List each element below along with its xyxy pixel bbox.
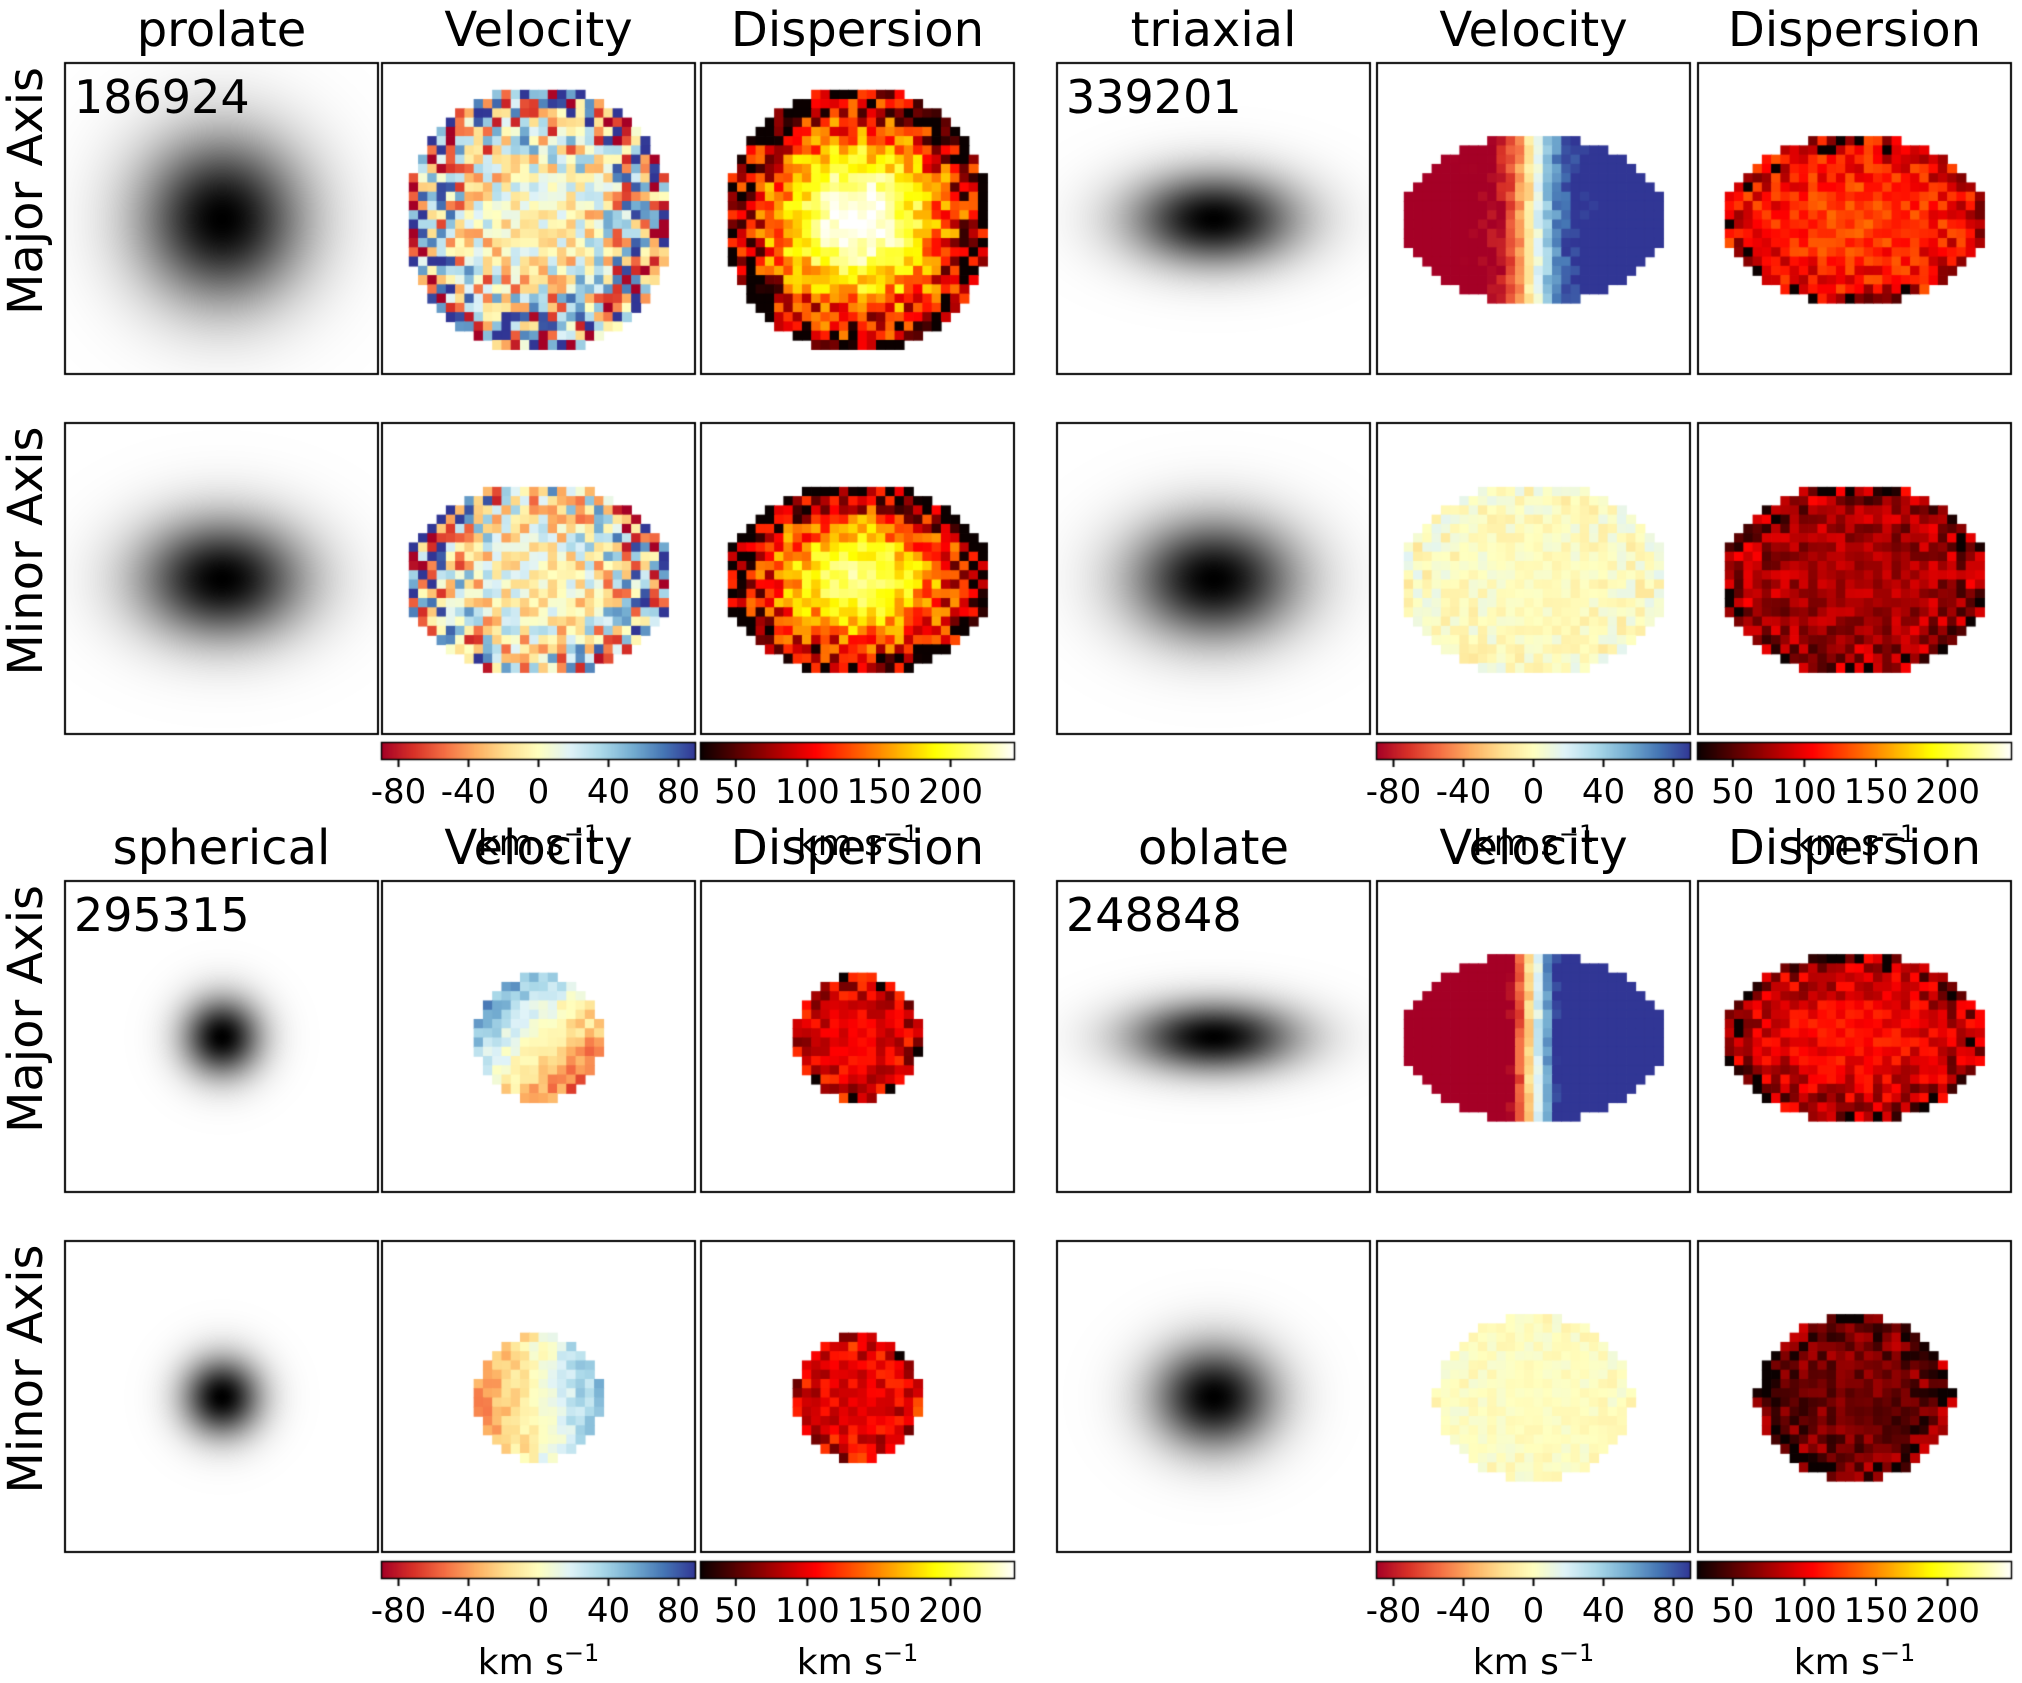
- unit-exponent: −1: [563, 820, 600, 848]
- unit-base: km s: [1793, 1642, 1880, 1683]
- dispersion-colorbar-unit: km s−1: [797, 1639, 919, 1683]
- dispersion-colorbar-unit: km s−1: [1794, 1639, 1916, 1683]
- velocity-colorbar-tick: 40: [586, 1591, 631, 1631]
- velocity-colorbar-tick: 0: [527, 1591, 550, 1631]
- velocity-colorbar-tick: 0: [1522, 1591, 1545, 1631]
- unit-base: km s: [477, 1642, 564, 1683]
- dispersion-colorbar-tick: 100: [774, 1591, 840, 1631]
- velocity-colorbar-tick: -80: [1365, 1591, 1422, 1631]
- column-title-velocity: Velocity: [1439, 820, 1628, 876]
- unit-exponent: −1: [882, 1639, 919, 1667]
- column-title-triaxial: triaxial: [1130, 2, 1297, 58]
- column-title-spherical: spherical: [112, 820, 331, 876]
- row-label-minor-axis: Minor Axis: [0, 1243, 54, 1494]
- dispersion-colorbar-tick: 50: [1711, 1591, 1755, 1631]
- object-id-label: 295315: [74, 888, 250, 942]
- velocity-colorbar-tick: 40: [1581, 1591, 1626, 1631]
- dispersion-colorbar-tick: 150: [1843, 1591, 1909, 1631]
- unit-base: km s: [1793, 823, 1880, 864]
- object-id-label: 186924: [74, 70, 250, 124]
- velocity-colorbar-tick: 40: [1581, 772, 1626, 812]
- velocity-colorbar-tick: -40: [440, 1591, 497, 1631]
- column-title-dispersion: Dispersion: [730, 820, 985, 876]
- velocity-colorbar-tick: 0: [1522, 772, 1545, 812]
- column-title-prolate: prolate: [136, 2, 307, 58]
- dispersion-colorbar-tick: 50: [1711, 772, 1755, 812]
- velocity-colorbar-tick: 40: [586, 772, 631, 812]
- velocity-colorbar-unit: km s−1: [1473, 820, 1595, 864]
- column-title-dispersion: Dispersion: [1727, 2, 1982, 58]
- dispersion-colorbar-tick: 150: [846, 1591, 912, 1631]
- velocity-colorbar-tick: -80: [370, 772, 427, 812]
- velocity-colorbar-tick: -40: [1435, 1591, 1492, 1631]
- velocity-colorbar-tick: 80: [656, 1591, 701, 1631]
- unit-base: km s: [796, 823, 883, 864]
- unit-base: km s: [1472, 823, 1559, 864]
- velocity-colorbar-tick: 80: [656, 772, 701, 812]
- unit-exponent: −1: [882, 820, 919, 848]
- velocity-colorbar-tick: -80: [1365, 772, 1422, 812]
- column-title-velocity: Velocity: [444, 2, 633, 58]
- dispersion-colorbar-tick: 200: [1915, 772, 1981, 812]
- column-title-oblate: oblate: [1138, 820, 1289, 876]
- velocity-colorbar-tick: -80: [370, 1591, 427, 1631]
- unit-exponent: −1: [1558, 1639, 1595, 1667]
- velocity-colorbar-tick: -40: [1435, 772, 1492, 812]
- dispersion-colorbar-tick: 150: [1843, 772, 1909, 812]
- dispersion-colorbar-tick: 100: [774, 772, 840, 812]
- unit-exponent: −1: [563, 1639, 600, 1667]
- velocity-colorbar-unit: km s−1: [1473, 1639, 1595, 1683]
- velocity-colorbar-tick: 0: [527, 772, 550, 812]
- unit-base: km s: [796, 1642, 883, 1683]
- column-title-velocity: Velocity: [444, 820, 633, 876]
- unit-base: km s: [1472, 1642, 1559, 1683]
- unit-exponent: −1: [1879, 820, 1916, 848]
- object-id-label: 248848: [1066, 888, 1242, 942]
- dispersion-colorbar-tick: 100: [1771, 1591, 1837, 1631]
- velocity-colorbar-unit: km s−1: [478, 1639, 600, 1683]
- object-id-label: 339201: [1066, 70, 1242, 124]
- row-label-major-axis: Major Axis: [0, 884, 54, 1133]
- dispersion-colorbar-tick: 100: [1771, 772, 1837, 812]
- unit-exponent: −1: [1558, 820, 1595, 848]
- dispersion-colorbar-tick: 50: [714, 1591, 758, 1631]
- dispersion-colorbar-tick: 200: [918, 1591, 984, 1631]
- dispersion-colorbar-tick: 150: [846, 772, 912, 812]
- dispersion-colorbar-tick: 50: [714, 772, 758, 812]
- velocity-colorbar-tick: -40: [440, 772, 497, 812]
- dispersion-colorbar-tick: 200: [918, 772, 984, 812]
- velocity-colorbar-unit: km s−1: [478, 820, 600, 864]
- row-label-major-axis: Major Axis: [0, 66, 54, 315]
- column-title-dispersion: Dispersion: [1727, 820, 1982, 876]
- unit-exponent: −1: [1879, 1639, 1916, 1667]
- velocity-colorbar-tick: 80: [1651, 772, 1696, 812]
- column-title-dispersion: Dispersion: [730, 2, 985, 58]
- dispersion-colorbar-unit: km s−1: [1794, 820, 1916, 864]
- column-title-velocity: Velocity: [1439, 2, 1628, 58]
- velocity-colorbar-tick: 80: [1651, 1591, 1696, 1631]
- dispersion-colorbar-tick: 200: [1915, 1591, 1981, 1631]
- unit-base: km s: [477, 823, 564, 864]
- dispersion-colorbar-unit: km s−1: [797, 820, 919, 864]
- row-label-minor-axis: Minor Axis: [0, 425, 54, 676]
